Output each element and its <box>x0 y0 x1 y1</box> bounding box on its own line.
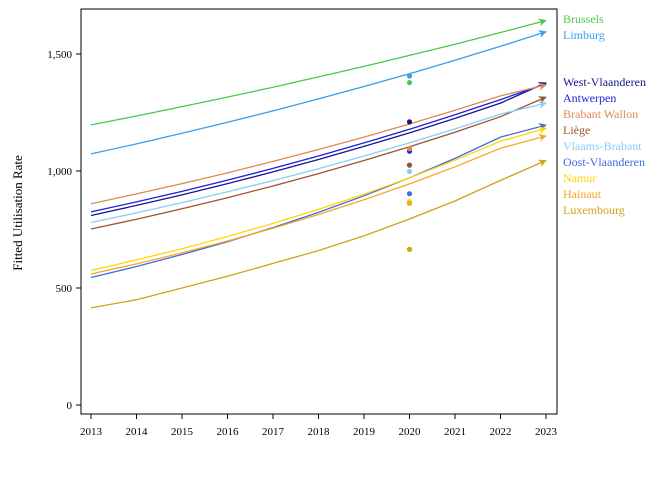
x-tick-label: 2017 <box>262 426 285 438</box>
x-tick-label: 2016 <box>217 426 240 438</box>
series-line-vlaams-brabant <box>90 100 547 224</box>
legend-entry: Brussels <box>563 12 604 26</box>
observed-point-vlaams-brabant <box>406 168 413 175</box>
x-tick-label: 2013 <box>80 426 103 438</box>
observed-point-luxembourg <box>406 246 413 252</box>
series-line-oost-vlaanderen <box>90 123 547 279</box>
series-line-brabant-wallon <box>90 82 547 205</box>
observed-point-li-ge <box>406 162 413 168</box>
series-line-west-vlaanderen <box>90 82 547 217</box>
x-tick-label: 2014 <box>126 426 149 438</box>
legend-entry: Namur <box>563 171 596 185</box>
observed-point-hainaut <box>406 200 413 206</box>
legend-entry: Liège <box>563 123 590 137</box>
observed-point-brabant-wallon <box>406 146 413 152</box>
series-line-namur <box>90 126 547 272</box>
x-tick-label: 2022 <box>490 426 512 438</box>
series-line-luxembourg <box>90 159 547 309</box>
observed-point-brussels <box>406 79 413 86</box>
observed-point-limburg <box>406 73 413 79</box>
series-line-li-ge <box>90 96 547 230</box>
x-tick-label: 2023 <box>535 426 558 438</box>
x-tick-label: 2021 <box>444 426 466 438</box>
x-tick-label: 2020 <box>399 426 422 438</box>
legend-entry: Antwerpen <box>563 91 616 105</box>
y-axis-label: Fitted Utilisation Rate <box>10 155 25 271</box>
x-tick-label: 2015 <box>171 426 194 438</box>
series-line-antwerpen <box>90 82 547 213</box>
legend-entry: Limburg <box>563 28 605 42</box>
legend-entry: Brabant Wallon <box>563 107 638 121</box>
y-tick-label: 1,500 <box>47 49 72 61</box>
y-tick-label: 0 <box>67 400 73 412</box>
legend-entry: Vlaams-Brabant <box>563 139 642 153</box>
legend-entry: Oost-Vlaanderen <box>563 155 645 169</box>
legend-entry: Hainaut <box>563 187 602 201</box>
observed-point-oost-vlaanderen <box>406 191 413 197</box>
y-tick-label: 1,000 <box>47 166 72 178</box>
series-line-limburg <box>90 30 547 155</box>
legend-entry: West-Vlaanderen <box>563 75 646 89</box>
series-line-brussels <box>90 18 547 126</box>
x-tick-label: 2018 <box>308 426 331 438</box>
y-tick-label: 500 <box>56 283 73 295</box>
series-line-hainaut <box>90 133 547 275</box>
legend-entry: Luxembourg <box>563 203 625 217</box>
observed-point-west-vlaanderen <box>406 119 413 125</box>
x-tick-label: 2019 <box>353 426 376 438</box>
